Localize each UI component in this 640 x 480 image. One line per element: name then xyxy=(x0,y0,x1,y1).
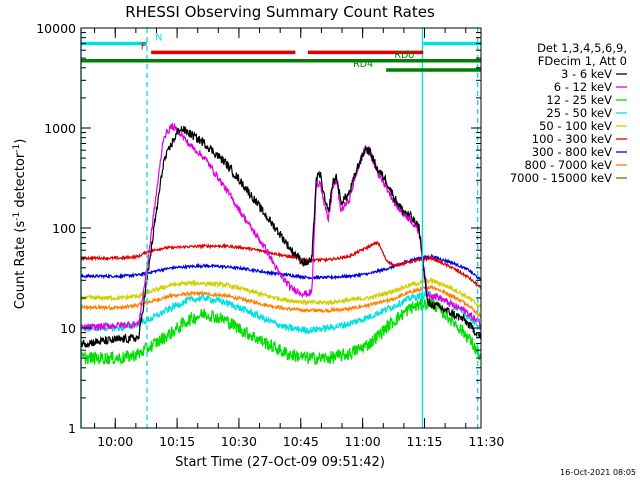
series-line-100-300-kev xyxy=(81,240,481,290)
axis-layer: 1 10 100 1000 10000 10:00 10:15 10:30 10:45 11:00… xyxy=(36,21,504,449)
x-tick-label: 10:45 xyxy=(283,434,319,449)
y-tick-label: 10000 xyxy=(36,21,76,36)
legend-entry-100-300-kev: 100 - 300 keV xyxy=(532,132,612,146)
legend-entry-3-6-kev: 3 - 6 keV xyxy=(561,67,612,81)
legend-entry-6-12-kev: 6 - 12 keV xyxy=(554,80,612,94)
x-tick-label: 11:15 xyxy=(406,434,442,449)
annotation-layer: NF RD0 RD4 xyxy=(80,28,481,428)
y-tick-label: 10 xyxy=(60,321,76,336)
y-axis-label: Count Rate (s-1 detector-1) xyxy=(12,139,28,310)
chart-title: RHESSI Observing Summary Count Rates xyxy=(125,3,435,21)
interval-label-f: F xyxy=(141,41,146,52)
x-tick-label: 11:30 xyxy=(468,434,504,449)
legend-entry-12-25-kev: 12 - 25 keV xyxy=(546,93,612,107)
series-line-25-50-kev xyxy=(81,290,481,335)
legend-entry-7000-15000-kev: 7000 - 15000 keV xyxy=(510,171,612,185)
series-line-3-6-kev xyxy=(81,125,481,349)
legend-entry-25-50-kev: 25 - 50 keV xyxy=(546,106,612,120)
legend-header: FDecim 1, Att 0 xyxy=(538,54,627,68)
legend-entry-300-800-kev: 300 - 800 keV xyxy=(532,145,612,159)
legend-entry-800-7000-kev: 800 - 7000 keV xyxy=(524,158,612,172)
y-tick-label: 1 xyxy=(68,421,76,436)
series-line-6-12-kev xyxy=(81,122,481,331)
interval-label-rd4: RD4 xyxy=(353,59,373,70)
x-tick-label: 10:00 xyxy=(97,434,133,449)
x-tick-label: 10:30 xyxy=(221,434,257,449)
series-line-800-7000-kev xyxy=(81,285,481,318)
interval-label-n: N xyxy=(155,32,162,43)
legend: Det 1,3,4,5,6,9,FDecim 1, Att 03 - 6 keV… xyxy=(510,41,627,185)
x-tick-label: 10:15 xyxy=(159,434,195,449)
interval-label-rd0: RD0 xyxy=(394,50,414,61)
y-tick-label: 1000 xyxy=(44,121,76,136)
x-tick-label: 11:00 xyxy=(345,434,381,449)
x-axis-label: Start Time (27-Oct-09 09:51:42) xyxy=(175,455,385,470)
legend-header: Det 1,3,4,5,6,9, xyxy=(537,41,627,55)
series-line-50-100-kev xyxy=(81,277,481,309)
y-tick-label: 100 xyxy=(52,221,76,236)
series-line-12-25-kev xyxy=(81,296,481,366)
series-layer xyxy=(81,122,481,366)
datestamp: 16-Oct-2021 08:05 xyxy=(560,468,636,477)
legend-entry-50-100-kev: 50 - 100 keV xyxy=(539,119,612,133)
